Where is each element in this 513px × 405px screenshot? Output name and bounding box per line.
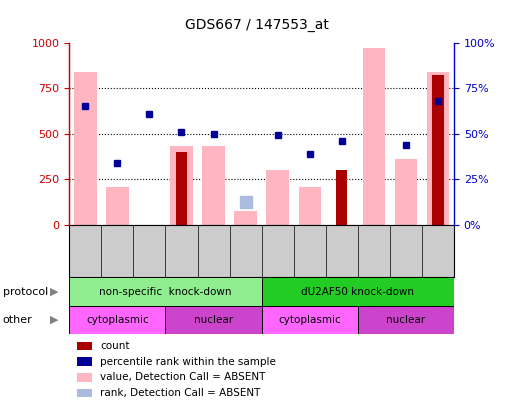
Text: ▶: ▶ xyxy=(50,287,59,296)
Bar xyxy=(234,211,257,225)
Text: nuclear: nuclear xyxy=(194,315,233,325)
Bar xyxy=(170,147,193,225)
Bar xyxy=(432,75,444,225)
Text: other: other xyxy=(3,315,32,325)
Text: protocol: protocol xyxy=(3,287,48,296)
Text: dU2AF50 knock-down: dU2AF50 knock-down xyxy=(301,287,415,296)
Text: non-specific  knock-down: non-specific knock-down xyxy=(99,287,232,296)
Bar xyxy=(77,389,92,397)
Bar xyxy=(262,306,358,334)
Bar xyxy=(394,159,417,225)
Text: percentile rank within the sample: percentile rank within the sample xyxy=(100,357,276,367)
Bar xyxy=(262,277,454,306)
Bar xyxy=(176,152,187,225)
Text: value, Detection Call = ABSENT: value, Detection Call = ABSENT xyxy=(100,373,265,382)
Bar xyxy=(266,170,289,225)
Bar xyxy=(202,147,225,225)
Bar xyxy=(74,72,96,225)
Bar xyxy=(358,306,454,334)
Text: cytoplasmic: cytoplasmic xyxy=(86,315,149,325)
Text: GDS667 / 147553_at: GDS667 / 147553_at xyxy=(185,18,328,32)
Bar xyxy=(69,306,165,334)
Text: count: count xyxy=(100,341,130,351)
Bar xyxy=(336,170,347,225)
Text: nuclear: nuclear xyxy=(386,315,425,325)
Text: cytoplasmic: cytoplasmic xyxy=(279,315,341,325)
Bar xyxy=(427,72,449,225)
Text: ▶: ▶ xyxy=(50,315,59,325)
Bar xyxy=(299,186,321,225)
Bar xyxy=(363,48,385,225)
Bar xyxy=(77,342,92,350)
Bar xyxy=(106,186,129,225)
Bar xyxy=(77,373,92,382)
Bar xyxy=(69,277,262,306)
Text: rank, Detection Call = ABSENT: rank, Detection Call = ABSENT xyxy=(100,388,261,398)
Bar xyxy=(77,357,92,366)
Bar xyxy=(165,306,262,334)
